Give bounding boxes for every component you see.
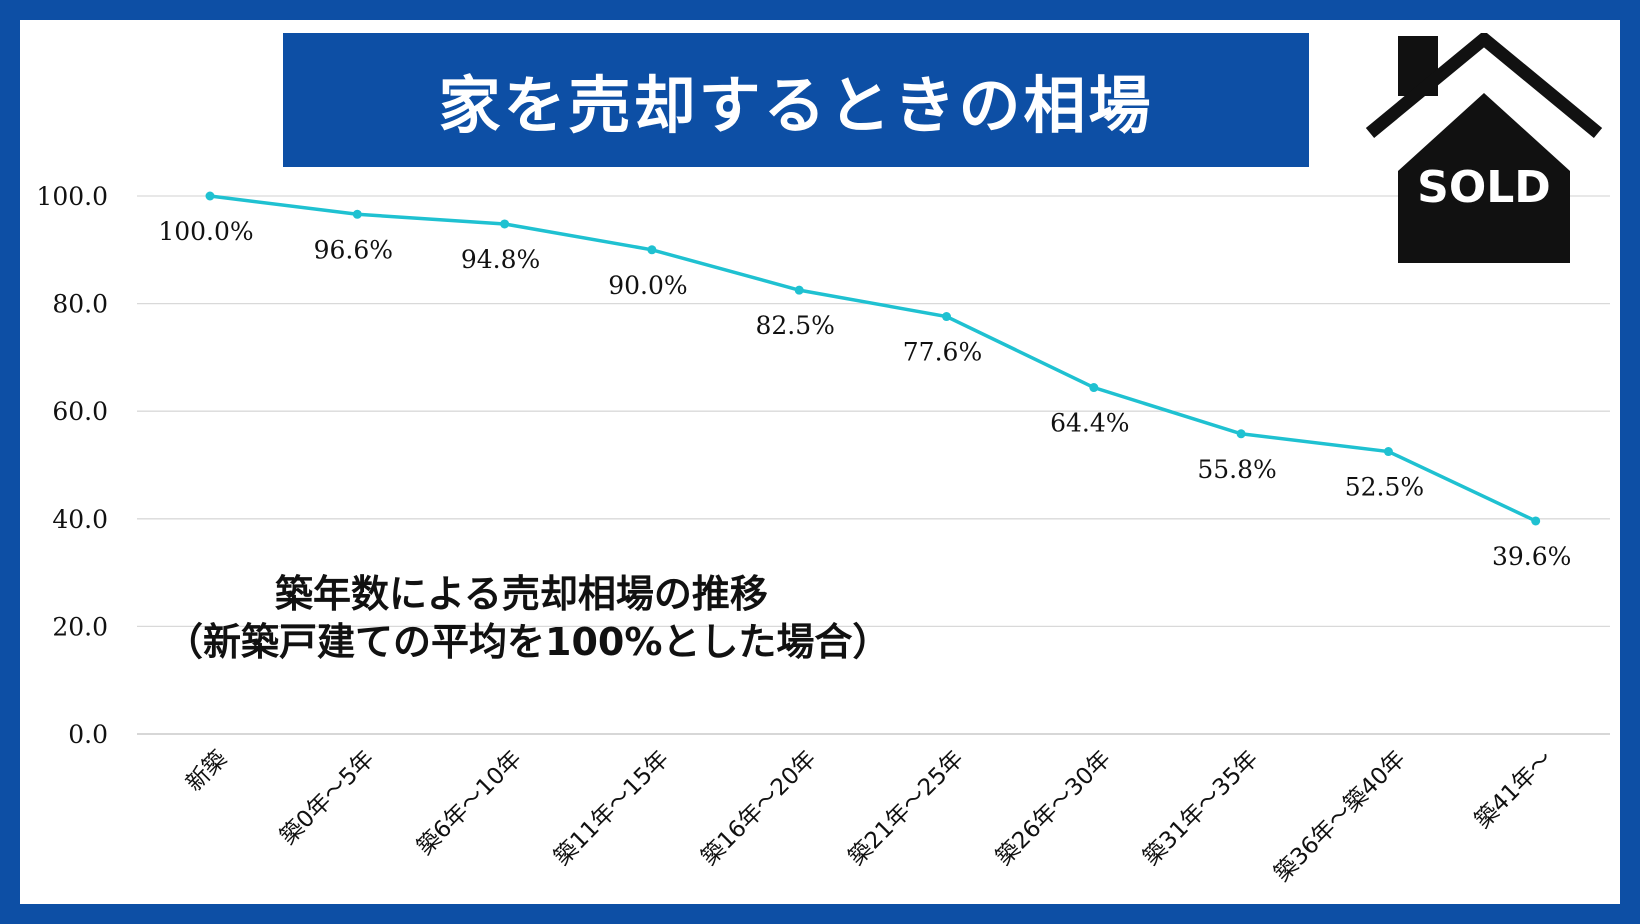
data-label: 39.6% bbox=[1492, 542, 1571, 571]
x-tick-label: 築16年～20年 bbox=[697, 746, 822, 871]
x-tick-label: 新築 bbox=[181, 746, 232, 797]
data-label: 64.4% bbox=[1050, 409, 1129, 438]
x-tick-label: 築36年～築40年 bbox=[1270, 746, 1411, 887]
data-point bbox=[352, 209, 362, 219]
data-points bbox=[205, 191, 1541, 526]
data-point bbox=[794, 285, 804, 295]
y-axis-ticks: 0.0 20.0 40.0 60.0 80.0 100.0 bbox=[36, 182, 108, 749]
y-tick-label: 0.0 bbox=[68, 720, 108, 749]
x-tick-label: 築11年～15年 bbox=[549, 746, 674, 871]
house-icon: SOLD bbox=[1365, 33, 1603, 263]
series-line bbox=[209, 194, 1537, 523]
x-tick-label: 築21年～25年 bbox=[844, 746, 969, 871]
data-label: 96.6% bbox=[314, 235, 393, 264]
chart-title: 家を売却するときの相場 bbox=[438, 69, 1154, 142]
x-tick-label: 築0年～5年 bbox=[275, 746, 379, 850]
data-point bbox=[1236, 429, 1246, 439]
sold-text: SOLD bbox=[1417, 162, 1551, 213]
data-point bbox=[500, 219, 510, 229]
x-axis-ticks: 新築 築0年～5年 築6年～10年 築11年～15年 築16年～20年 築21年～25年築… bbox=[181, 746, 1558, 887]
data-label: 90.0% bbox=[608, 271, 687, 300]
data-labels: 100.0% 96.6% 94.8% 90.0% 82.5% 77.6% 64.4% 55.8… bbox=[158, 217, 1571, 571]
y-tick-label: 40.0 bbox=[52, 505, 108, 534]
y-tick-label: 80.0 bbox=[52, 290, 108, 319]
data-label: 55.8% bbox=[1197, 455, 1276, 484]
data-point bbox=[1383, 447, 1393, 457]
data-point bbox=[942, 312, 951, 322]
y-tick-label: 20.0 bbox=[52, 612, 108, 641]
chart-subtitle: 築年数による売却相場の推移 （新築戸建ての平均を100%とした場合） bbox=[165, 570, 1065, 666]
data-point bbox=[1531, 516, 1541, 526]
subtitle-line-1: 築年数による売却相場の推移 bbox=[275, 572, 768, 616]
subtitle-line-2: （新築戸建ての平均を100%とした場合） bbox=[165, 620, 891, 664]
x-tick-label: 築26年～30年 bbox=[991, 746, 1116, 871]
data-label: 100.0% bbox=[158, 217, 253, 246]
data-label: 52.5% bbox=[1345, 473, 1424, 502]
x-tick-label: 築31年～35年 bbox=[1139, 746, 1264, 871]
data-label: 82.5% bbox=[755, 311, 834, 340]
data-point bbox=[647, 245, 657, 255]
y-tick-label: 100.0 bbox=[36, 182, 108, 211]
x-tick-label: 築41年～ bbox=[1470, 746, 1558, 834]
data-label: 77.6% bbox=[903, 338, 982, 367]
title-banner: 家を売却するときの相場 bbox=[283, 33, 1309, 167]
x-tick-label: 築6年～10年 bbox=[412, 746, 526, 860]
data-label: 94.8% bbox=[461, 245, 540, 274]
y-tick-label: 60.0 bbox=[52, 397, 108, 426]
data-point bbox=[1089, 383, 1099, 393]
data-point bbox=[205, 191, 215, 201]
gridlines bbox=[137, 195, 1610, 735]
